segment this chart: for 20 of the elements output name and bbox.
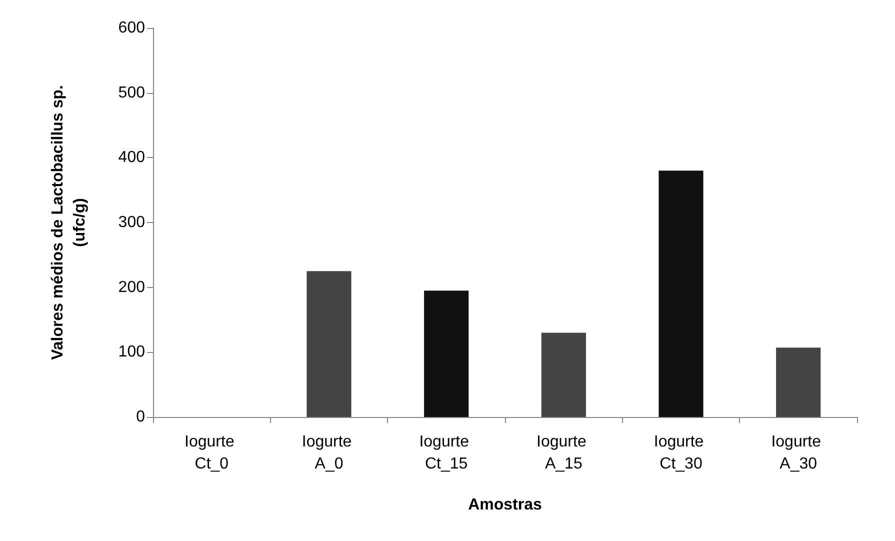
x-axis-title: Amostras	[468, 496, 542, 514]
x-tick-label: Iogurte Ct_30	[654, 434, 708, 472]
y-tick-label: 400	[118, 149, 146, 166]
y-tick-label: 200	[118, 278, 146, 296]
bar	[658, 170, 704, 417]
x-tick-label: Iogurte A_30	[771, 434, 826, 472]
bar	[776, 348, 821, 417]
x-tick-label: Iogurte Ct_0	[184, 434, 239, 472]
x-tick-label: Iogurte A_0	[302, 434, 356, 472]
bar	[424, 290, 469, 417]
y-tick-label: 500	[118, 84, 146, 102]
bar	[306, 271, 352, 417]
y-axis-title: Valores médios de Lactobacillus sp. (ufc/g)	[50, 85, 88, 360]
y-tick-label: 0	[136, 408, 146, 426]
bar	[541, 332, 586, 417]
x-tick-label: Iogurte A_15	[536, 434, 591, 472]
x-tick-label: Iogurte Ct_15	[419, 434, 474, 472]
y-tick-label: 100	[118, 344, 146, 361]
y-tick-label: 600	[118, 20, 146, 36]
y-tick-label: 300	[118, 214, 146, 231]
